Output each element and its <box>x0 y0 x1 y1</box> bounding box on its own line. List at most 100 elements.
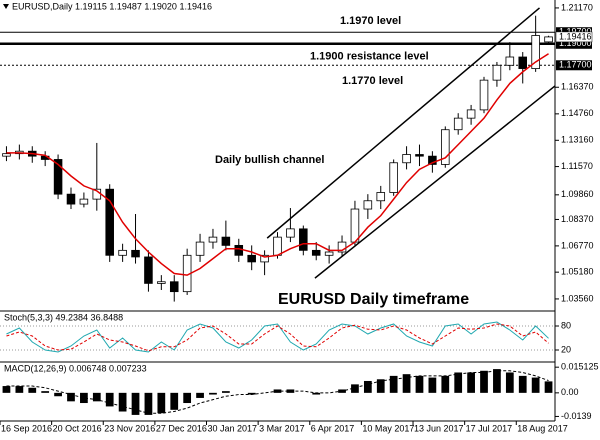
macd-bar <box>54 392 62 397</box>
candle-body <box>311 249 321 256</box>
candle-body <box>402 154 411 164</box>
candle-body <box>531 35 540 69</box>
candle-body <box>66 193 76 205</box>
macd-bar <box>518 375 527 393</box>
x-tick-label: 3 Mar 2017 <box>259 423 305 433</box>
level-tag-label: 1.17700 <box>559 60 592 70</box>
x-tick-label: 17 Jul 2017 <box>466 423 513 433</box>
macd-bar <box>351 384 359 393</box>
y-tick-label: 0.00 <box>561 387 579 397</box>
macd-bar <box>531 377 540 393</box>
candle-body <box>247 254 256 263</box>
macd-bar <box>286 389 295 393</box>
y-tick-label: 20 <box>561 344 571 354</box>
macd-bar <box>209 392 217 395</box>
candle-body <box>324 251 334 256</box>
candle-body <box>544 36 553 43</box>
watermark-title: EURUSD Daily timeframe <box>278 291 469 308</box>
macd-bar <box>247 392 256 395</box>
candle-body <box>79 198 89 205</box>
candle-body <box>53 159 63 195</box>
macd-bar <box>493 369 501 393</box>
y-tick-label: 1.09860 <box>561 189 594 199</box>
level-tag-label: 1.19700 <box>559 27 592 37</box>
macd-bar <box>544 381 553 393</box>
level-tag <box>556 60 592 71</box>
macd-bar <box>363 380 372 393</box>
macd-bar <box>196 392 204 398</box>
x-tick-label: 13 Jun 2017 <box>414 423 464 433</box>
stoch-title: Stoch(5,3,3) 49.2384 36.8488 <box>4 312 123 322</box>
candle-body <box>260 254 269 263</box>
macd-bar <box>67 392 75 402</box>
macd-title: MACD(12,26,9) 0.006748 0.007233 <box>4 363 147 373</box>
channel-label: Daily bullish channel <box>215 154 324 166</box>
candle-body <box>363 200 373 210</box>
y-tick-label: 1.11570 <box>561 161 593 171</box>
candle-body <box>286 228 295 238</box>
macd-bar <box>222 391 230 393</box>
macd-bar <box>92 392 101 402</box>
macd-bar <box>454 372 463 393</box>
candle-body <box>299 228 308 251</box>
macd-bar <box>80 392 88 404</box>
x-tick-label: 20 Oct 2016 <box>53 423 102 433</box>
candle-body <box>273 236 282 256</box>
y-tick-label: 1.06770 <box>561 240 594 250</box>
candle-body <box>350 208 360 243</box>
y-tick-label: 1.08370 <box>561 214 594 224</box>
candle-body <box>118 249 127 256</box>
price-tag <box>555 31 593 43</box>
candle-body <box>505 56 515 66</box>
candle-body <box>466 109 476 119</box>
level-annotation: 1.1970 level <box>340 15 401 27</box>
candle-body <box>479 79 489 111</box>
level-tag-label: 1.19000 <box>559 38 592 48</box>
level-tag <box>556 38 592 49</box>
candle-body <box>195 241 205 256</box>
macd-bar <box>428 377 437 393</box>
candle-body <box>415 154 424 157</box>
candle-body <box>157 281 166 284</box>
y-tick-label: 1.13160 <box>561 135 594 145</box>
y-tick-label: 1.03560 <box>561 293 594 303</box>
candle-body <box>453 117 463 131</box>
y-tick-label: -0.0139 <box>561 411 592 421</box>
macd-bar <box>157 392 166 414</box>
candle-body <box>208 236 218 243</box>
y-tick-label: 1.16370 <box>561 82 594 92</box>
candle-body <box>389 162 398 193</box>
macd-bar <box>170 392 179 410</box>
macd-bar <box>2 386 11 393</box>
y-tick-label: 1.05180 <box>561 267 594 277</box>
candle-body <box>441 129 450 165</box>
signal-line <box>6 370 549 414</box>
candle-body <box>234 244 244 256</box>
macd-bar <box>415 375 424 393</box>
macd-bar <box>505 372 514 393</box>
candle-body <box>2 153 11 157</box>
indicator-line <box>6 321 549 353</box>
x-tick-label: 27 Dec 2016 <box>156 423 207 433</box>
candle-body <box>144 256 153 284</box>
macd-bar <box>389 375 398 393</box>
macd-bar <box>441 375 450 393</box>
macd-bar <box>402 374 411 393</box>
x-tick-label: 30 Jan 2017 <box>208 423 258 433</box>
macd-bar <box>480 370 488 393</box>
header-icon <box>3 4 9 9</box>
x-tick-label: 10 May 2017 <box>362 423 414 433</box>
macd-bar <box>28 387 37 393</box>
y-tick-label: 1.14760 <box>561 108 594 118</box>
candle-body <box>105 188 114 256</box>
macd-bar <box>15 386 24 393</box>
macd-bar <box>376 379 385 393</box>
moving-average <box>6 53 549 276</box>
x-tick-label: 18 Aug 2017 <box>517 423 568 433</box>
channel-line <box>314 85 556 279</box>
macd-bar <box>312 392 321 395</box>
level-annotation: 1.1900 resistance level <box>310 51 429 63</box>
candle-body <box>131 249 140 258</box>
